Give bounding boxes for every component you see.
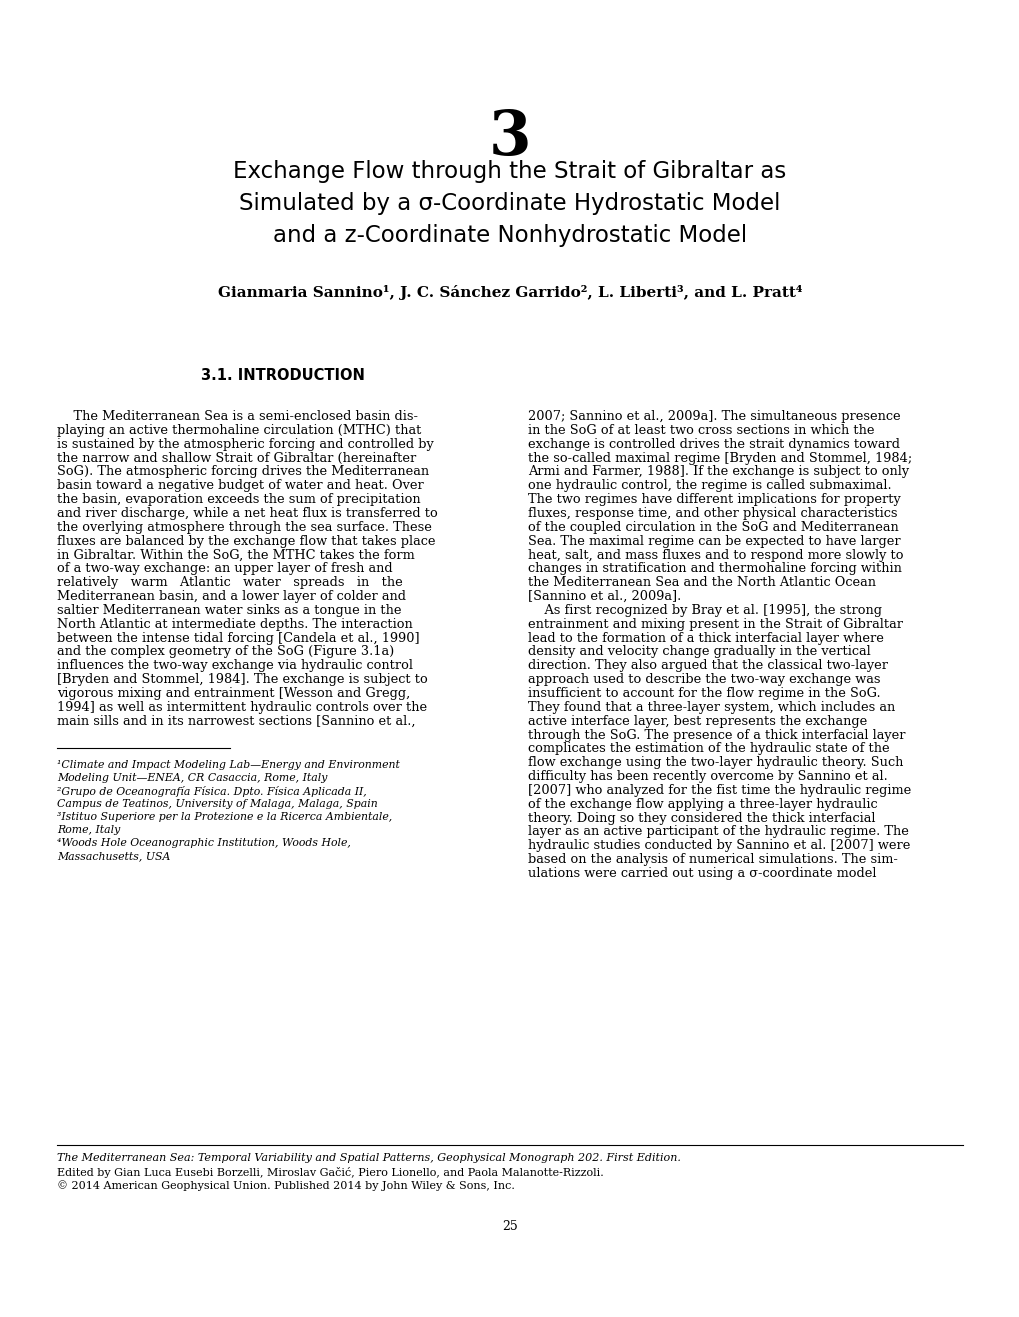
Text: insufficient to account for the flow regime in the SoG.: insufficient to account for the flow reg… xyxy=(528,687,879,701)
Text: [Sannino et al., 2009a].: [Sannino et al., 2009a]. xyxy=(528,590,681,603)
Text: theory. Doing so they considered the thick interfacial: theory. Doing so they considered the thi… xyxy=(528,811,874,824)
Text: playing an active thermohaline circulation (MTHC) that: playing an active thermohaline circulati… xyxy=(57,424,421,437)
Text: the basin, evaporation exceeds the sum of precipitation: the basin, evaporation exceeds the sum o… xyxy=(57,493,420,506)
Text: lead to the formation of a thick interfacial layer where: lead to the formation of a thick interfa… xyxy=(528,632,883,644)
Text: through the SoG. The presence of a thick interfacial layer: through the SoG. The presence of a thick… xyxy=(528,728,905,741)
Text: exchange is controlled drives the strait dynamics toward: exchange is controlled drives the strait… xyxy=(528,437,899,450)
Text: and the complex geometry of the SoG (Figure 3.1a): and the complex geometry of the SoG (Fig… xyxy=(57,645,394,658)
Text: Exchange Flow through the Strait of Gibraltar as: Exchange Flow through the Strait of Gibr… xyxy=(233,159,786,183)
Text: ²Grupo de Oceanografía Física. Dpto. Física Aplicada II,: ²Grupo de Oceanografía Física. Dpto. Fís… xyxy=(57,786,367,797)
Text: density and velocity change gradually in the vertical: density and velocity change gradually in… xyxy=(528,645,870,658)
Text: Modeling Unit—ENEA, CR Casaccia, Rome, Italy: Modeling Unit—ENEA, CR Casaccia, Rome, I… xyxy=(57,773,327,784)
Text: in Gibraltar. Within the SoG, the MTHC takes the form: in Gibraltar. Within the SoG, the MTHC t… xyxy=(57,548,415,561)
Text: Rome, Italy: Rome, Italy xyxy=(57,824,120,835)
Text: Mediterranean basin, and a lower layer of colder and: Mediterranean basin, and a lower layer o… xyxy=(57,590,406,603)
Text: The two regimes have different implications for property: The two regimes have different implicati… xyxy=(528,493,900,506)
Text: main sills and in its narrowest sections [Sannino et al.,: main sills and in its narrowest sections… xyxy=(57,715,415,728)
Text: complicates the estimation of the hydraulic state of the: complicates the estimation of the hydrau… xyxy=(528,743,889,756)
Text: active interface layer, best represents the exchange: active interface layer, best represents … xyxy=(528,715,866,728)
Text: direction. They also argued that the classical two-layer: direction. They also argued that the cla… xyxy=(528,660,888,672)
Text: relatively   warm   Atlantic   water   spreads   in   the: relatively warm Atlantic water spreads i… xyxy=(57,577,403,589)
Text: between the intense tidal forcing [Candela et al., 1990]: between the intense tidal forcing [Cande… xyxy=(57,632,419,644)
Text: Sea. The maximal regime can be expected to have larger: Sea. The maximal regime can be expected … xyxy=(528,535,900,548)
Text: basin toward a negative budget of water and heat. Over: basin toward a negative budget of water … xyxy=(57,479,423,493)
Text: ³Istituo Superiore per la Protezione e la Ricerca Ambientale,: ³Istituo Superiore per la Protezione e l… xyxy=(57,813,392,822)
Text: 3: 3 xyxy=(488,108,531,169)
Text: difficulty has been recently overcome by Sannino et al.: difficulty has been recently overcome by… xyxy=(528,770,887,784)
Text: is sustained by the atmospheric forcing and controlled by: is sustained by the atmospheric forcing … xyxy=(57,437,433,450)
Text: Gianmaria Sannino¹, J. C. Sánchez Garrido², L. Liberti³, and L. Pratt⁴: Gianmaria Sannino¹, J. C. Sánchez Garrid… xyxy=(217,284,802,300)
Text: Massachusetts, USA: Massachusetts, USA xyxy=(57,851,170,861)
Text: Armi and Farmer, 1988]. If the exchange is subject to only: Armi and Farmer, 1988]. If the exchange … xyxy=(528,465,908,478)
Text: As first recognized by Bray et al. [1995], the strong: As first recognized by Bray et al. [1995… xyxy=(528,605,881,616)
Text: the so-called maximal regime [Bryden and Stommel, 1984;: the so-called maximal regime [Bryden and… xyxy=(528,452,911,465)
Text: [Bryden and Stommel, 1984]. The exchange is subject to: [Bryden and Stommel, 1984]. The exchange… xyxy=(57,673,427,686)
Text: saltier Mediterranean water sinks as a tongue in the: saltier Mediterranean water sinks as a t… xyxy=(57,605,401,616)
Text: fluxes, response time, and other physical characteristics: fluxes, response time, and other physica… xyxy=(528,507,897,520)
Text: Campus de Teatinos, University of Malaga, Malaga, Spain: Campus de Teatinos, University of Malaga… xyxy=(57,799,377,809)
Text: approach used to describe the two-way exchange was: approach used to describe the two-way ex… xyxy=(528,673,879,686)
Text: SoG). The atmospheric forcing drives the Mediterranean: SoG). The atmospheric forcing drives the… xyxy=(57,465,429,478)
Text: 3.1. INTRODUCTION: 3.1. INTRODUCTION xyxy=(201,367,364,383)
Text: in the SoG of at least two cross sections in which the: in the SoG of at least two cross section… xyxy=(528,424,873,437)
Text: entrainment and mixing present in the Strait of Gibraltar: entrainment and mixing present in the St… xyxy=(528,618,902,631)
Text: 2007; Sannino et al., 2009a]. The simultaneous presence: 2007; Sannino et al., 2009a]. The simult… xyxy=(528,410,900,423)
Text: 1994] as well as intermittent hydraulic controls over the: 1994] as well as intermittent hydraulic … xyxy=(57,701,427,714)
Text: © 2014 American Geophysical Union. Published 2014 by John Wiley & Sons, Inc.: © 2014 American Geophysical Union. Publi… xyxy=(57,1180,515,1191)
Text: flow exchange using the two-layer hydraulic theory. Such: flow exchange using the two-layer hydrau… xyxy=(528,756,903,769)
Text: ⁴Woods Hole Oceanographic Institution, Woods Hole,: ⁴Woods Hole Oceanographic Institution, W… xyxy=(57,838,351,848)
Text: layer as an active participant of the hydraulic regime. The: layer as an active participant of the hy… xyxy=(528,826,908,839)
Text: influences the two-way exchange via hydraulic control: influences the two-way exchange via hydr… xyxy=(57,660,413,672)
Text: based on the analysis of numerical simulations. The sim-: based on the analysis of numerical simul… xyxy=(528,853,897,867)
Text: vigorous mixing and entrainment [Wesson and Gregg,: vigorous mixing and entrainment [Wesson … xyxy=(57,687,410,701)
Text: North Atlantic at intermediate depths. The interaction: North Atlantic at intermediate depths. T… xyxy=(57,618,413,631)
Text: Edited by Gian Luca Eusebi Borzelli, Miroslav Gačić, Piero Lionello, and Paola M: Edited by Gian Luca Eusebi Borzelli, Mir… xyxy=(57,1167,603,1177)
Text: heat, salt, and mass fluxes and to respond more slowly to: heat, salt, and mass fluxes and to respo… xyxy=(528,548,903,561)
Text: Simulated by a σ-Coordinate Hydrostatic Model: Simulated by a σ-Coordinate Hydrostatic … xyxy=(239,192,780,215)
Text: of the exchange flow applying a three-layer hydraulic: of the exchange flow applying a three-la… xyxy=(528,798,876,811)
Text: of a two-way exchange: an upper layer of fresh and: of a two-way exchange: an upper layer of… xyxy=(57,562,392,576)
Text: 25: 25 xyxy=(501,1220,518,1233)
Text: They found that a three-layer system, which includes an: They found that a three-layer system, wh… xyxy=(528,701,895,714)
Text: fluxes are balanced by the exchange flow that takes place: fluxes are balanced by the exchange flow… xyxy=(57,535,435,548)
Text: and a z-Coordinate Nonhydrostatic Model: and a z-Coordinate Nonhydrostatic Model xyxy=(273,224,746,248)
Text: the Mediterranean Sea and the North Atlantic Ocean: the Mediterranean Sea and the North Atla… xyxy=(528,577,875,589)
Text: one hydraulic control, the regime is called submaximal.: one hydraulic control, the regime is cal… xyxy=(528,479,891,493)
Text: changes in stratification and thermohaline forcing within: changes in stratification and thermohali… xyxy=(528,562,901,576)
Text: The Mediterranean Sea: Temporal Variability and Spatial Patterns, Geophysical Mo: The Mediterranean Sea: Temporal Variabil… xyxy=(57,1152,681,1163)
Text: of the coupled circulation in the SoG and Mediterranean: of the coupled circulation in the SoG an… xyxy=(528,520,898,533)
Text: the narrow and shallow Strait of Gibraltar (hereinafter: the narrow and shallow Strait of Gibralt… xyxy=(57,452,416,465)
Text: [2007] who analyzed for the fist time the hydraulic regime: [2007] who analyzed for the fist time th… xyxy=(528,784,910,797)
Text: the overlying atmosphere through the sea surface. These: the overlying atmosphere through the sea… xyxy=(57,520,431,533)
Text: and river discharge, while a net heat flux is transferred to: and river discharge, while a net heat fl… xyxy=(57,507,437,520)
Text: The Mediterranean Sea is a semi-enclosed basin dis-: The Mediterranean Sea is a semi-enclosed… xyxy=(57,410,418,423)
Text: ¹Climate and Impact Modeling Lab—Energy and Environment: ¹Climate and Impact Modeling Lab—Energy … xyxy=(57,760,399,770)
Text: ulations were carried out using a σ-coordinate model: ulations were carried out using a σ-coor… xyxy=(528,867,875,880)
Text: hydraulic studies conducted by Sannino et al. [2007] were: hydraulic studies conducted by Sannino e… xyxy=(528,839,910,852)
